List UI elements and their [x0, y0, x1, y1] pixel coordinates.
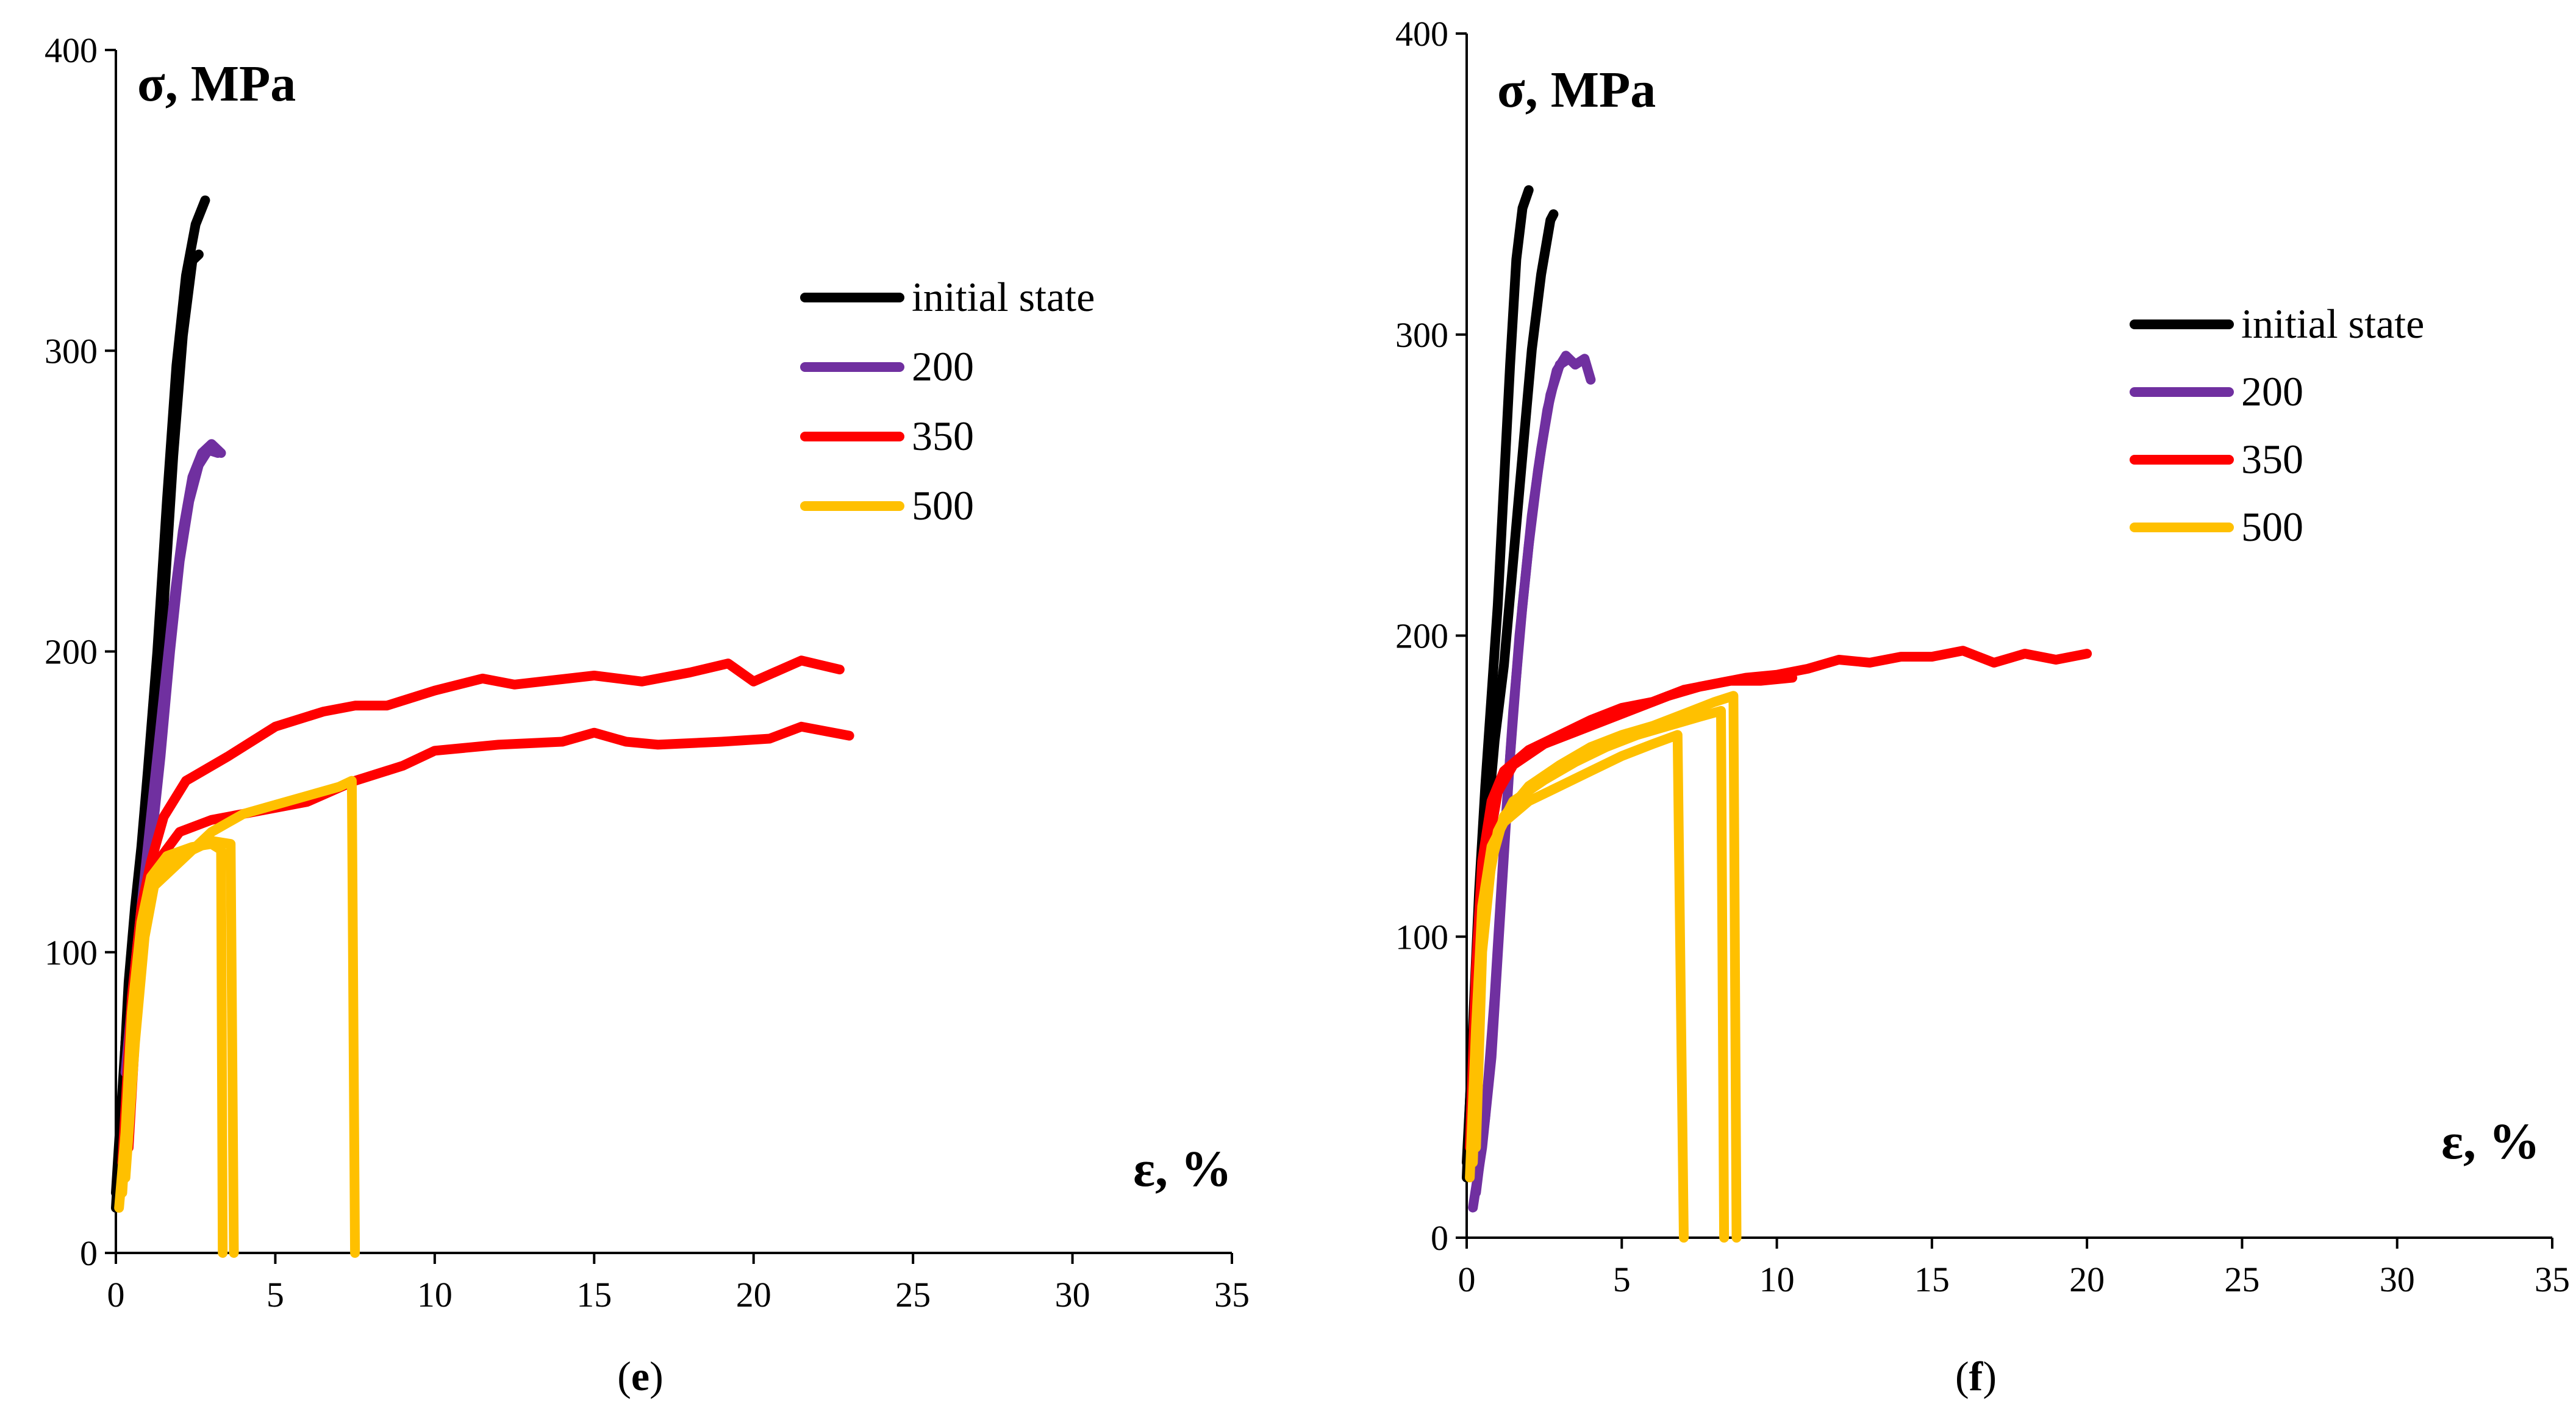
- series-line: [1471, 691, 1742, 1243]
- legend-entry: initial state: [912, 274, 1095, 320]
- panel-label: (f): [1955, 1353, 1997, 1399]
- x-tick-label: 35: [2535, 1260, 2570, 1299]
- y-tick-label: 100: [45, 933, 98, 972]
- series-500: [114, 776, 360, 1258]
- legend: initial state 200 350 500: [2130, 301, 2424, 550]
- legend-entry: 200: [912, 343, 974, 390]
- series-line: [1465, 646, 2092, 1152]
- x-tick-label: 5: [267, 1275, 284, 1315]
- x-tick-label: 30: [1055, 1275, 1090, 1315]
- y-tick-label: 400: [45, 30, 98, 70]
- y-axis-title: σ, MPa: [137, 55, 296, 112]
- x-tick-label: 5: [1613, 1260, 1631, 1299]
- legend-entry: 500: [2241, 504, 2303, 550]
- x-tick-label: 10: [1759, 1260, 1795, 1299]
- y-tick-label: 200: [45, 632, 98, 672]
- y-tick-label: 400: [1395, 14, 1448, 54]
- x-axis-title: ε, %: [1133, 1141, 1232, 1197]
- y-tick-label: 200: [1395, 616, 1448, 656]
- series-line: [1471, 354, 1574, 1197]
- y-tick-label: 100: [1395, 917, 1448, 957]
- chart-panel-f: 0 100 200 300 400 0 5 10 15 20 25 30 35 σ, MPa ε, % ini…: [1395, 14, 2570, 1399]
- x-tick-label: 15: [576, 1275, 612, 1315]
- x-tick-label: 25: [2224, 1260, 2259, 1299]
- legend-entry: 200: [2241, 368, 2303, 415]
- x-tick-label: 25: [895, 1275, 931, 1315]
- x-tick-label: 0: [1458, 1260, 1476, 1299]
- legend-entry: 500: [912, 482, 974, 529]
- y-tick-label: 0: [1431, 1218, 1448, 1258]
- legend: initial state 200 350 500: [800, 274, 1095, 529]
- x-tick-label: 35: [1214, 1275, 1250, 1315]
- series-350: [1465, 646, 2092, 1152]
- y-tick-label: 300: [45, 331, 98, 371]
- x-tick-label: 30: [2380, 1260, 2415, 1299]
- series-line: [120, 776, 360, 1258]
- y-axis-title: σ, MPa: [1497, 62, 1656, 118]
- legend-entry: 350: [912, 413, 974, 459]
- x-tick-label: 0: [107, 1275, 125, 1315]
- series-line: [1468, 673, 1797, 1138]
- x-tick-label: 20: [736, 1275, 771, 1315]
- panel-label: (e): [617, 1353, 664, 1399]
- panel-label-letter: e: [631, 1353, 649, 1399]
- y-tick-label: 0: [80, 1233, 98, 1273]
- series-500: [1465, 691, 1742, 1243]
- series-line: [117, 655, 845, 1168]
- x-tick-label: 15: [1914, 1260, 1950, 1299]
- x-axis-title: ε, %: [2441, 1113, 2540, 1170]
- legend-entry: 350: [2241, 436, 2303, 482]
- panel-label-letter: f: [1969, 1353, 1984, 1399]
- legend-entry: initial state: [2241, 301, 2424, 347]
- x-tick-label: 20: [2069, 1260, 2105, 1299]
- x-tick-label: 10: [417, 1275, 453, 1315]
- chart-panel-e: 0 100 200 300 400 0 5 10 15 20 25 30 35 σ, MPa ε, % ini…: [45, 30, 1250, 1399]
- y-tick-label: 300: [1395, 315, 1448, 355]
- series-200: [1468, 351, 1596, 1213]
